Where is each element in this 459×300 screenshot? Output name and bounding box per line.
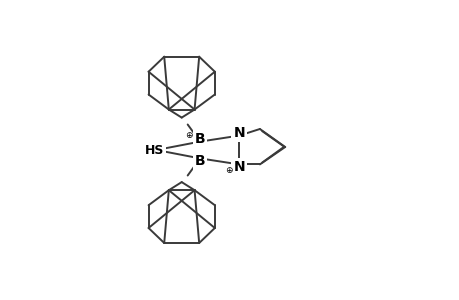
Text: ⊕: ⊕ [185, 130, 192, 140]
Text: N: N [233, 160, 245, 174]
Text: B: B [194, 154, 205, 168]
Text: ⊕: ⊕ [225, 166, 232, 175]
Text: N: N [233, 126, 245, 140]
Text: HS: HS [144, 143, 163, 157]
Text: B: B [194, 132, 205, 145]
